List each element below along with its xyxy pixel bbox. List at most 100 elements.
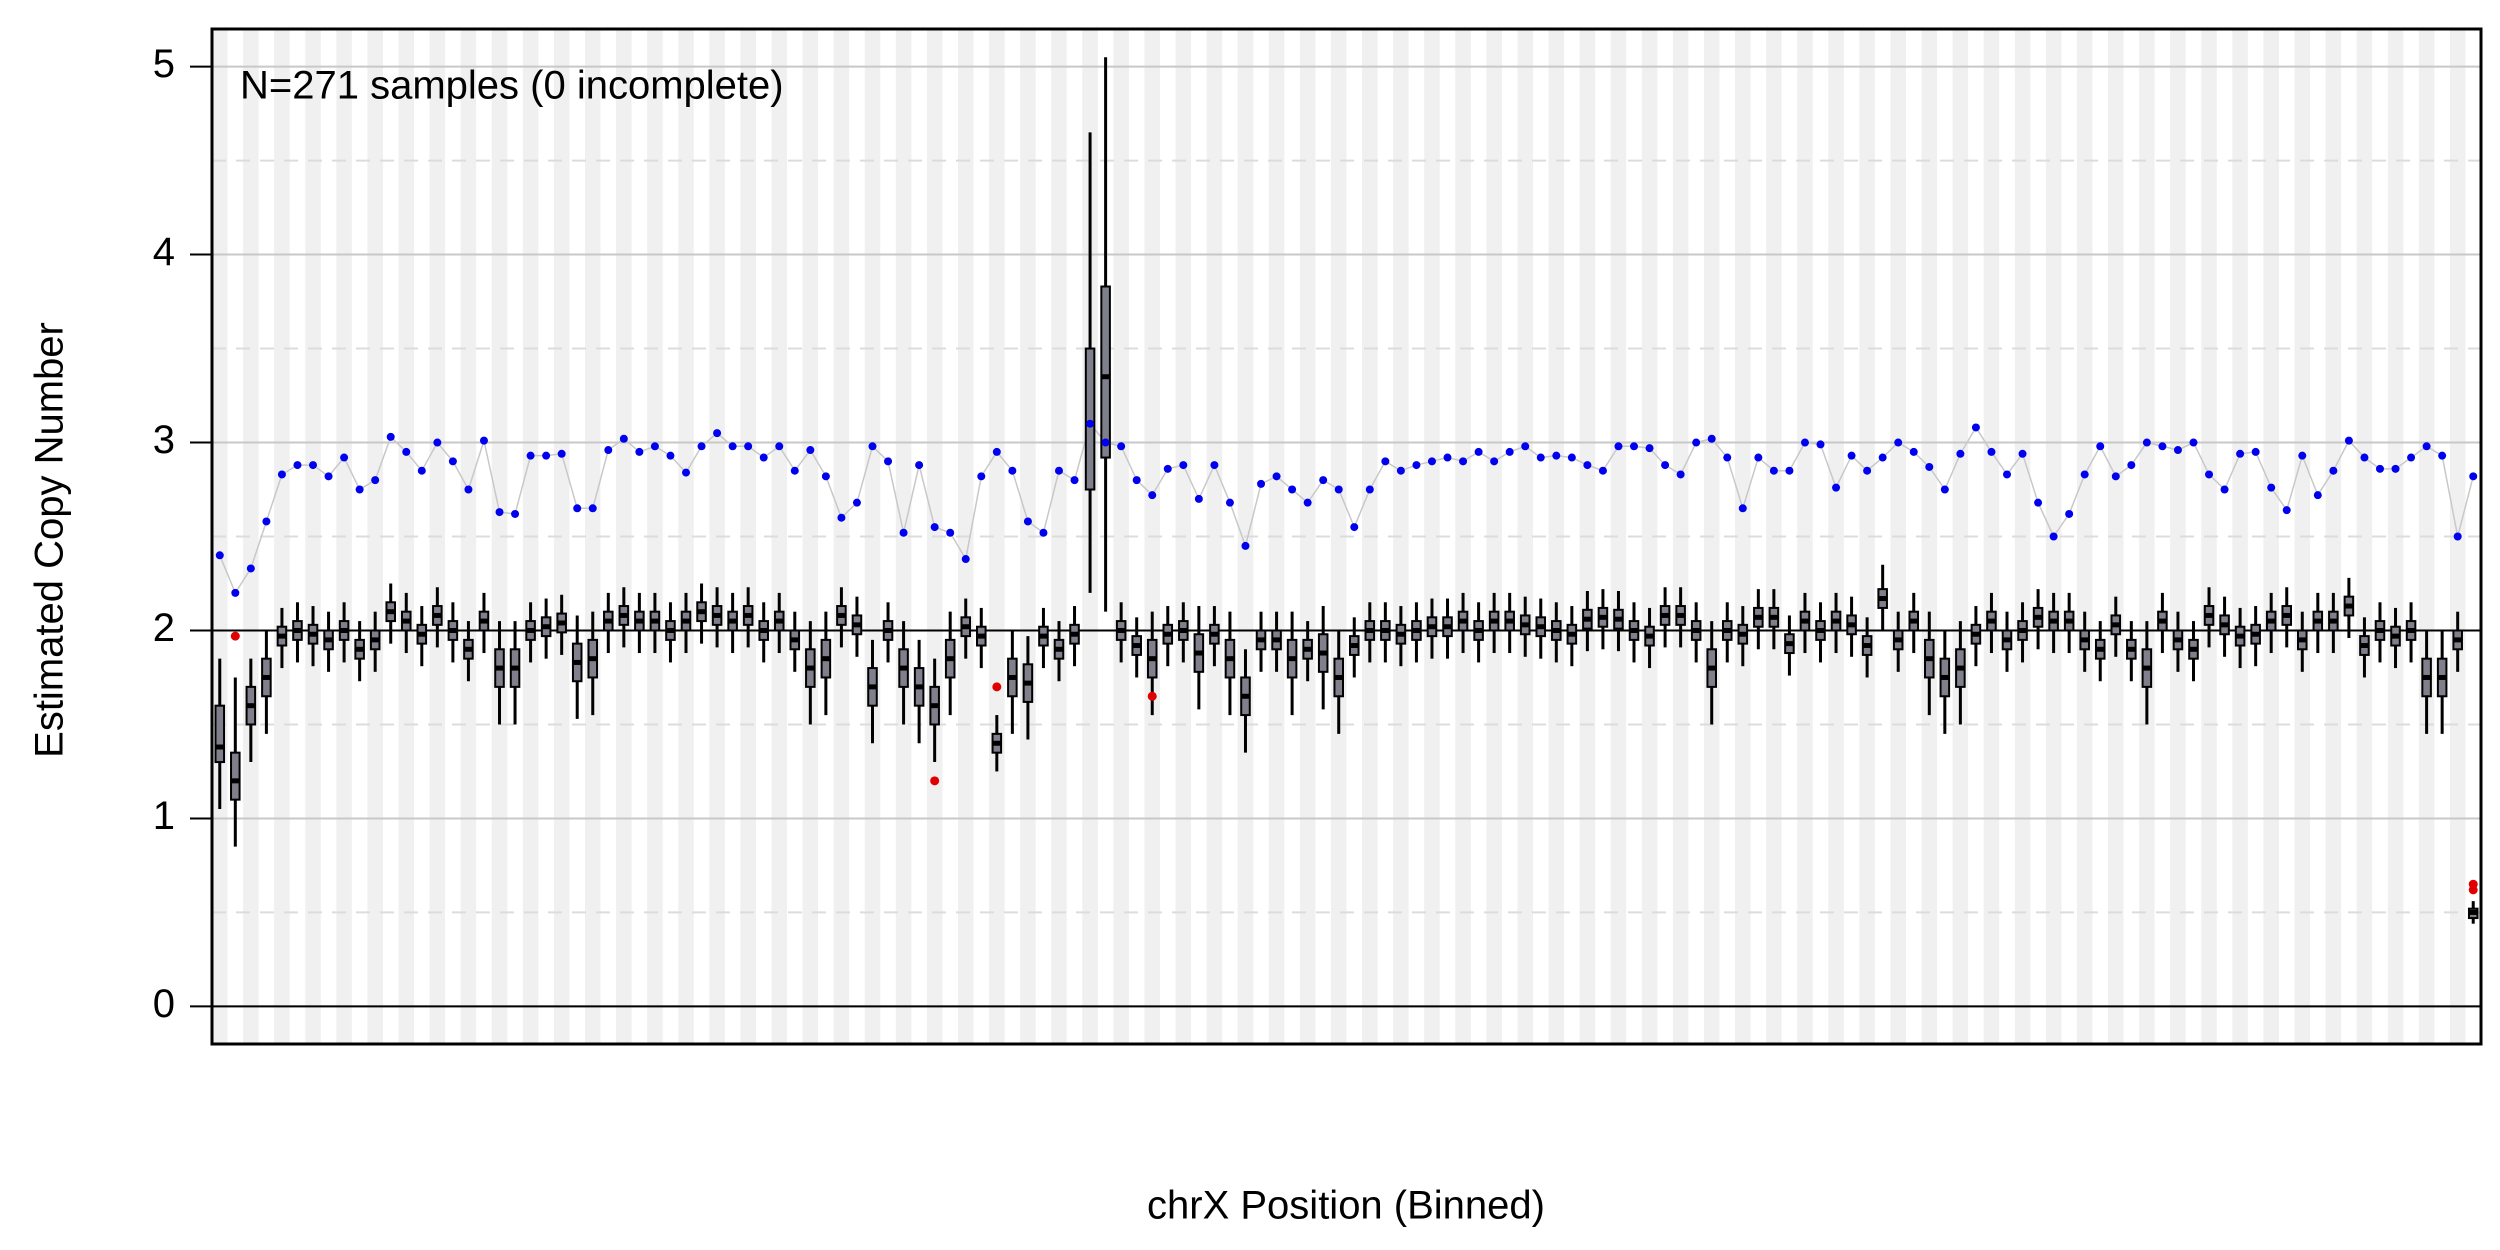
highlight-point <box>324 472 333 481</box>
highlight-point <box>402 447 411 456</box>
highlight-point <box>2127 461 2136 470</box>
bin-stripe <box>2387 29 2404 1044</box>
highlight-point <box>1956 449 1965 458</box>
bin-stripe <box>1330 29 1347 1044</box>
highlight-point <box>231 588 240 597</box>
highlight-point <box>650 442 659 451</box>
highlight-point <box>1163 464 1172 473</box>
highlight-point <box>868 442 877 451</box>
highlight-point <box>371 476 380 485</box>
highlight-point <box>1583 461 1592 470</box>
y-tick-label: 4 <box>153 230 175 274</box>
highlight-point <box>2282 506 2291 515</box>
bin-stripe <box>1299 29 1316 1044</box>
highlight-point <box>309 461 318 470</box>
y-tick-label: 1 <box>153 794 175 838</box>
highlight-point <box>1008 466 1017 475</box>
highlight-point <box>1257 479 1266 488</box>
highlight-point <box>1925 462 1934 471</box>
box <box>1100 285 1111 459</box>
highlight-point <box>386 432 395 441</box>
highlight-line <box>219 422 2474 595</box>
highlight-point <box>992 447 1001 456</box>
highlight-point <box>1909 447 1918 456</box>
highlight-point <box>495 508 504 517</box>
highlight-point <box>2329 466 2338 475</box>
highlight-point <box>1272 472 1281 481</box>
flagged-point <box>230 631 240 641</box>
highlight-point <box>1800 438 1809 447</box>
highlight-point <box>2391 464 2400 473</box>
highlight-point <box>1241 541 1250 550</box>
highlight-point <box>1878 453 1887 462</box>
highlight-point <box>1443 453 1452 462</box>
flagged-point <box>1147 691 1157 701</box>
highlight-point <box>1334 485 1343 494</box>
highlight-point <box>2065 509 2074 518</box>
highlight-point <box>557 449 566 458</box>
highlight-point <box>744 442 753 451</box>
highlight-point <box>1396 466 1405 475</box>
highlight-point <box>2111 472 2120 481</box>
highlight-point <box>2034 498 2043 507</box>
marks <box>214 57 2479 924</box>
highlight-point <box>837 513 846 522</box>
highlight-point <box>619 434 628 443</box>
highlight-point <box>775 442 784 451</box>
highlight-point <box>1039 528 1048 537</box>
highlight-point <box>1101 438 1110 447</box>
highlight-point <box>215 551 224 560</box>
highlight-point <box>977 472 986 481</box>
highlight-point <box>1847 451 1856 460</box>
highlight-point <box>1210 461 1219 470</box>
highlight-point <box>2422 442 2431 451</box>
highlight-point <box>961 555 970 564</box>
highlight-point <box>573 504 582 513</box>
highlight-point <box>1536 453 1545 462</box>
highlight-point <box>915 461 924 470</box>
highlight-point <box>2096 442 2105 451</box>
highlight-point <box>542 451 551 460</box>
highlight-point <box>2220 485 2229 494</box>
highlight-point <box>1054 466 1063 475</box>
highlight-point <box>2080 470 2089 479</box>
highlight-point <box>433 438 442 447</box>
highlight-point <box>1816 440 1825 449</box>
highlight-point <box>1645 444 1654 453</box>
x-axis-label: chrX Position (Binned) <box>1147 1184 1545 1228</box>
bin-stripe <box>1641 29 1658 1044</box>
highlight-point <box>2189 438 2198 447</box>
highlight-point <box>1785 466 1794 475</box>
highlight-point <box>2375 464 2384 473</box>
highlight-point <box>930 523 939 532</box>
highlight-point <box>899 528 908 537</box>
highlight-point <box>511 509 520 518</box>
bin-stripe <box>1424 29 1440 1044</box>
highlight-point <box>1940 485 1949 494</box>
highlight-point <box>588 504 597 513</box>
bin-stripe <box>2170 29 2186 1044</box>
highlight-point <box>1676 470 1685 479</box>
highlight-point <box>1381 457 1390 466</box>
highlight-point <box>1894 438 1903 447</box>
highlight-point <box>1459 457 1468 466</box>
bin-stripe <box>2139 29 2155 1044</box>
highlight-point <box>884 457 893 466</box>
highlight-point <box>2158 442 2167 451</box>
highlight-point <box>1707 434 1716 443</box>
highlight-point <box>2142 438 2151 447</box>
highlight-point <box>1692 438 1701 447</box>
highlight-point <box>1303 498 1312 507</box>
highlight-point <box>1552 451 1561 460</box>
highlight-point <box>417 466 426 475</box>
bin-stripe <box>771 29 788 1044</box>
highlight-point <box>1863 466 1872 475</box>
highlight-point <box>1148 491 1157 500</box>
highlight-point <box>790 466 799 475</box>
highlight-point <box>2453 532 2462 541</box>
highlight-point <box>2298 451 2307 460</box>
highlight-point <box>2313 491 2322 500</box>
highlight-point <box>1598 466 1607 475</box>
